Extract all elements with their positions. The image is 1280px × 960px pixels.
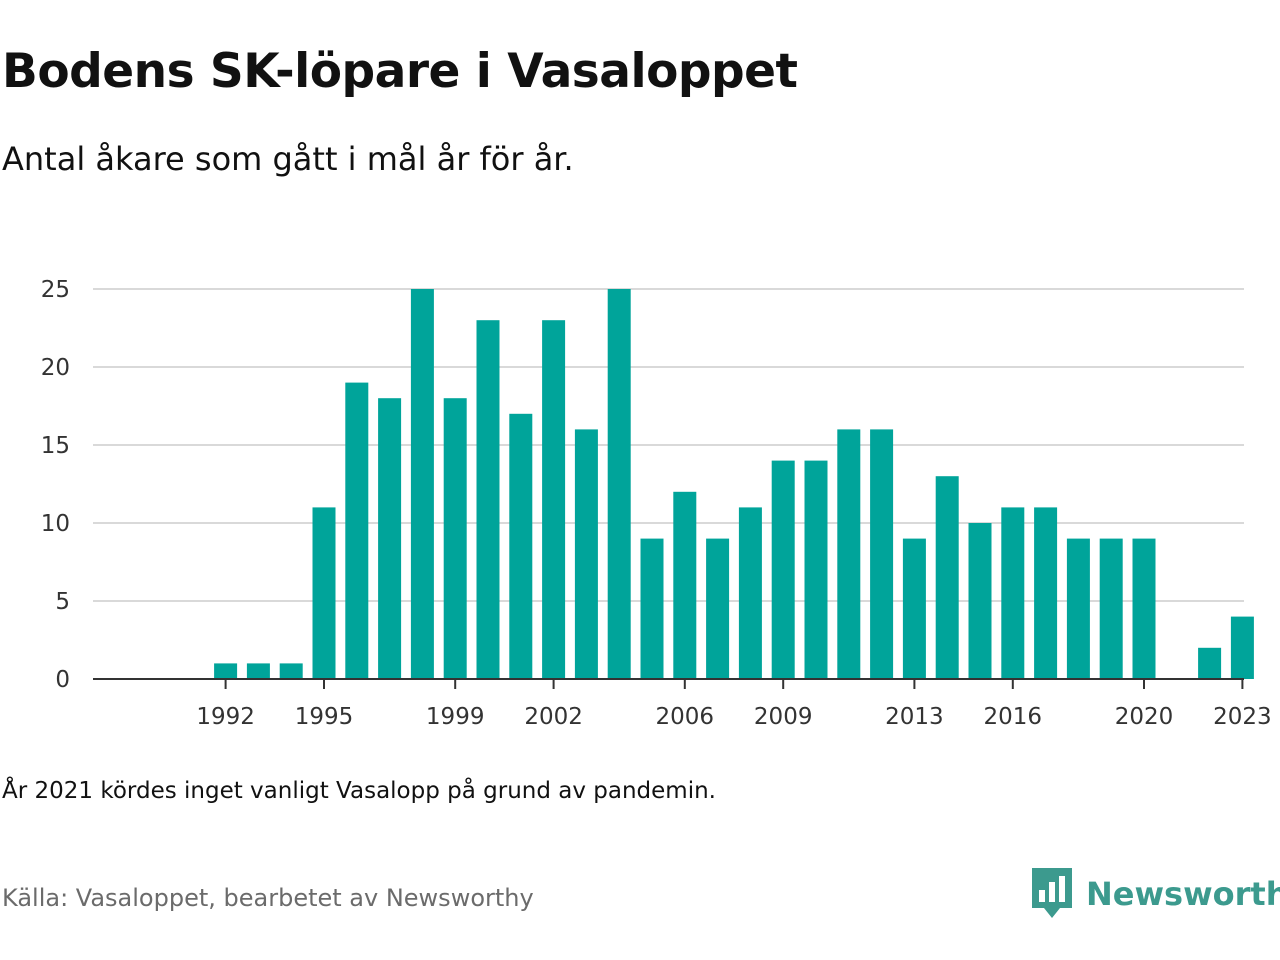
- bar-2006: [673, 491, 697, 679]
- bar-2016: [1001, 507, 1025, 679]
- newsworthy-logo: Newsworthy: [1032, 868, 1280, 920]
- x-axis-labels: 1992 1995 1999 2002 2006 2009 2013 2016 2020 2023: [196, 704, 1271, 730]
- bar-2001: [509, 413, 533, 679]
- bar-2012: [870, 429, 894, 679]
- y-axis-labels: 0 5 10 15 20 25: [41, 277, 70, 693]
- bar-2004: [607, 289, 631, 679]
- bar-2019: [1099, 538, 1123, 679]
- bar-1996: [345, 382, 369, 679]
- x-tick-label: 2023: [1213, 704, 1272, 730]
- source-text: Källa: Vasaloppet, bearbetet av Newswort…: [2, 884, 534, 912]
- x-axis: [93, 678, 1244, 689]
- y-tick-label: 25: [41, 277, 70, 303]
- chart-subtitle: Antal åkare som gått i mål år för år.: [2, 140, 574, 178]
- x-tick-label: 2002: [524, 704, 583, 730]
- bar-1995: [312, 507, 336, 679]
- bar-1997: [378, 398, 402, 679]
- brand-name: Newsworthy: [1086, 875, 1280, 913]
- bars: [214, 289, 1254, 679]
- bar-2008: [738, 507, 762, 679]
- x-tick-label: 1995: [295, 704, 354, 730]
- y-tick-label: 0: [55, 667, 70, 693]
- y-tick-label: 15: [41, 433, 70, 459]
- y-tick-label: 5: [55, 589, 70, 615]
- x-tick-label: 2013: [885, 704, 944, 730]
- bar-2013: [902, 538, 926, 679]
- footnote: År 2021 kördes inget vanligt Vasalopp på…: [2, 778, 716, 804]
- bar-1998: [410, 289, 434, 679]
- bar-2014: [935, 476, 959, 679]
- bar-2023: [1230, 616, 1254, 679]
- bar-1994: [279, 663, 303, 679]
- bar-2010: [804, 460, 828, 679]
- bar-chart: 0 5 10 15 20 25 1992 1995 1999 2002 2006 2009 2013 2…: [41, 277, 1272, 730]
- y-tick-label: 10: [41, 511, 70, 537]
- bar-2000: [476, 320, 500, 679]
- bar-2002: [542, 320, 566, 679]
- bar-2005: [640, 538, 664, 679]
- x-tick-label: 2020: [1115, 704, 1174, 730]
- newsworthy-logo-icon: [1032, 868, 1072, 918]
- bar-1992: [214, 663, 238, 679]
- y-tick-label: 20: [41, 355, 70, 381]
- bar-2022: [1198, 647, 1222, 679]
- chart-title: Bodens SK-löpare i Vasaloppet: [2, 44, 798, 99]
- x-tick-label: 1992: [196, 704, 255, 730]
- bar-2015: [968, 523, 992, 679]
- bar-2017: [1034, 507, 1058, 679]
- bar-2003: [574, 429, 598, 679]
- x-tick-label: 2006: [656, 704, 715, 730]
- x-tick-label: 2016: [984, 704, 1043, 730]
- bar-2018: [1066, 538, 1090, 679]
- bar-1999: [443, 398, 467, 679]
- bar-1993: [246, 663, 270, 679]
- x-tick-label: 2009: [754, 704, 813, 730]
- bar-2011: [837, 429, 861, 679]
- bar-2009: [771, 460, 795, 679]
- bar-2020: [1132, 538, 1156, 679]
- x-tick-label: 1999: [426, 704, 485, 730]
- bar-2007: [706, 538, 730, 679]
